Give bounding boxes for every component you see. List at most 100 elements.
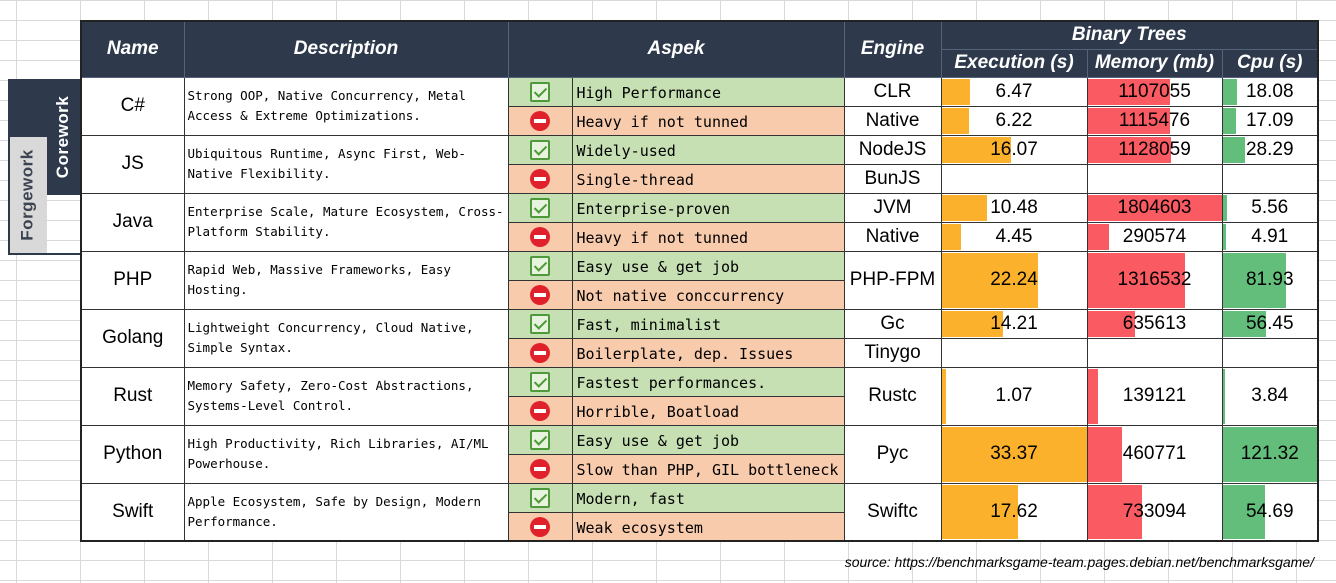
- memory-value: 1115476: [1118, 109, 1191, 131]
- engine-name: CLR: [843, 76, 942, 107]
- aspek-pro: Fast, minimalist: [571, 308, 845, 339]
- table-row: Horrible, Boatload: [81, 395, 1318, 426]
- no-entry-icon: [530, 459, 550, 480]
- execution-value: 6.22: [995, 109, 1033, 131]
- execution-cell: 17.62: [940, 482, 1088, 542]
- engine-name: PHP-FPM: [843, 250, 942, 310]
- no-entry-icon: [530, 169, 550, 190]
- table-row: Single-thread BunJS: [81, 163, 1319, 194]
- header-binary-trees: Binary Trees: [940, 20, 1319, 50]
- engine-name: Native: [843, 221, 942, 252]
- cpu-cell: 4.91: [1221, 221, 1319, 252]
- execution-cell: 4.45: [940, 221, 1088, 252]
- cpu-bar: [1223, 426, 1317, 482]
- aspek-con: Slow than PHP, GIL bottleneck: [571, 453, 845, 484]
- memory-cell: 733094: [1086, 482, 1223, 542]
- cpu-bar: [1223, 368, 1226, 424]
- cpu-bar: [1223, 484, 1266, 539]
- cpu-cell: 28.29: [1221, 134, 1319, 165]
- no-entry-icon: [530, 516, 550, 537]
- memory-cell: 1115476: [1086, 105, 1223, 136]
- language-name: PHP: [80, 250, 185, 310]
- execution-cell: 22.24: [940, 250, 1088, 310]
- language-description: Ubiquitous Runtime, Async First, Web-Nat…: [183, 134, 509, 194]
- aspek-icon-cell: [507, 337, 573, 368]
- cpu-cell: 5.56: [1221, 192, 1319, 223]
- memory-cell: [1086, 337, 1223, 368]
- execution-cell: 10.48: [940, 192, 1088, 223]
- language-description: Rapid Web, Massive Frameworks, Easy Host…: [183, 250, 509, 310]
- aspek-pro: Fastest performances.: [571, 366, 845, 397]
- memory-bar: [1088, 252, 1186, 308]
- cpu-value: 54.69: [1245, 500, 1294, 522]
- check-icon: [530, 430, 550, 451]
- execution-value: 1.07: [995, 385, 1033, 406]
- memory-cell: [1086, 163, 1223, 194]
- aspek-icon-cell: [507, 221, 573, 252]
- table-row: Python High Productivity, Rich Libraries,…: [80, 424, 1319, 484]
- execution-cell: 16.07: [940, 134, 1088, 165]
- execution-bar: [942, 136, 1012, 163]
- cpu-cell: 56.45: [1221, 308, 1319, 339]
- language-description: Lightweight Concurrency, Cloud Native, S…: [183, 308, 509, 368]
- execution-value: 14.21: [990, 312, 1038, 334]
- memory-value: 139121: [1122, 385, 1187, 406]
- table-row: Boilerplate, dep. Issues Tinygo: [81, 337, 1319, 368]
- check-icon: [530, 372, 550, 393]
- aspek-con: Heavy if not tunned: [571, 105, 845, 136]
- memory-value: 1107055: [1118, 80, 1191, 102]
- aspek-icon-cell: [507, 163, 573, 194]
- execution-value: 17.62: [990, 500, 1038, 522]
- table-row: Java Enterprise Scale, Mature Ecosystem, …: [80, 192, 1319, 252]
- table-row: JS Ubiquitous Runtime, Async First, Web-N…: [80, 134, 1319, 194]
- cpu-value: 17.09: [1245, 109, 1294, 131]
- cpu-value: 121.32: [1240, 443, 1299, 464]
- aspek-pro: Easy use & get job: [571, 424, 845, 455]
- cpu-bar: [1223, 194, 1227, 221]
- no-entry-icon: [530, 401, 550, 422]
- memory-value: 1804603: [1117, 196, 1192, 218]
- aspek-icon-cell: [507, 308, 573, 339]
- memory-bar: [1088, 223, 1110, 250]
- engine-name: Rustc: [843, 366, 942, 426]
- memory-bar: [1088, 484, 1142, 539]
- execution-value: 10.48: [990, 196, 1038, 218]
- cpu-value: 4.91: [1251, 225, 1289, 247]
- aspek-icon-cell: [507, 76, 573, 107]
- cpu-value: 18.08: [1245, 80, 1294, 102]
- table-row: Not native conccurrency: [81, 279, 1318, 310]
- memory-bar: [1088, 194, 1221, 221]
- execution-cell: 33.37: [940, 424, 1088, 484]
- language-name: C#: [80, 76, 185, 136]
- check-icon: [530, 140, 550, 161]
- language-name: Rust: [80, 366, 185, 426]
- cpu-bar: [1223, 78, 1237, 105]
- header-name: Name: [80, 20, 185, 78]
- no-entry-icon: [530, 343, 550, 364]
- memory-cell: 1804603: [1086, 192, 1223, 223]
- execution-bar: [942, 194, 988, 221]
- cpu-value: 28.29: [1245, 138, 1294, 160]
- language-name: Golang: [80, 308, 185, 368]
- memory-value: 635613: [1122, 312, 1187, 334]
- header-execution: Execution (s): [940, 48, 1088, 78]
- aspek-icon-cell: [507, 250, 573, 281]
- cpu-cell: [1221, 163, 1319, 194]
- execution-cell: 1.07: [940, 366, 1088, 426]
- execution-cell: [940, 163, 1088, 194]
- memory-cell: 635613: [1086, 308, 1223, 339]
- execution-bar: [942, 78, 970, 105]
- source-note: source: https://benchmarksgame-team.page…: [844, 554, 1314, 570]
- language-name: Python: [80, 424, 185, 484]
- aspek-icon-cell: [507, 395, 573, 426]
- no-entry-icon: [530, 285, 550, 306]
- execution-value: 4.45: [995, 225, 1033, 247]
- memory-value: 1128059: [1118, 138, 1191, 160]
- cpu-bar: [1223, 252, 1287, 308]
- aspek-icon-cell: [507, 511, 573, 542]
- execution-cell: 14.21: [940, 308, 1088, 339]
- aspek-icon-cell: [507, 134, 573, 165]
- execution-value: 6.47: [995, 80, 1033, 102]
- cpu-cell: 121.32: [1221, 424, 1319, 484]
- cpu-cell: 18.08: [1221, 76, 1319, 107]
